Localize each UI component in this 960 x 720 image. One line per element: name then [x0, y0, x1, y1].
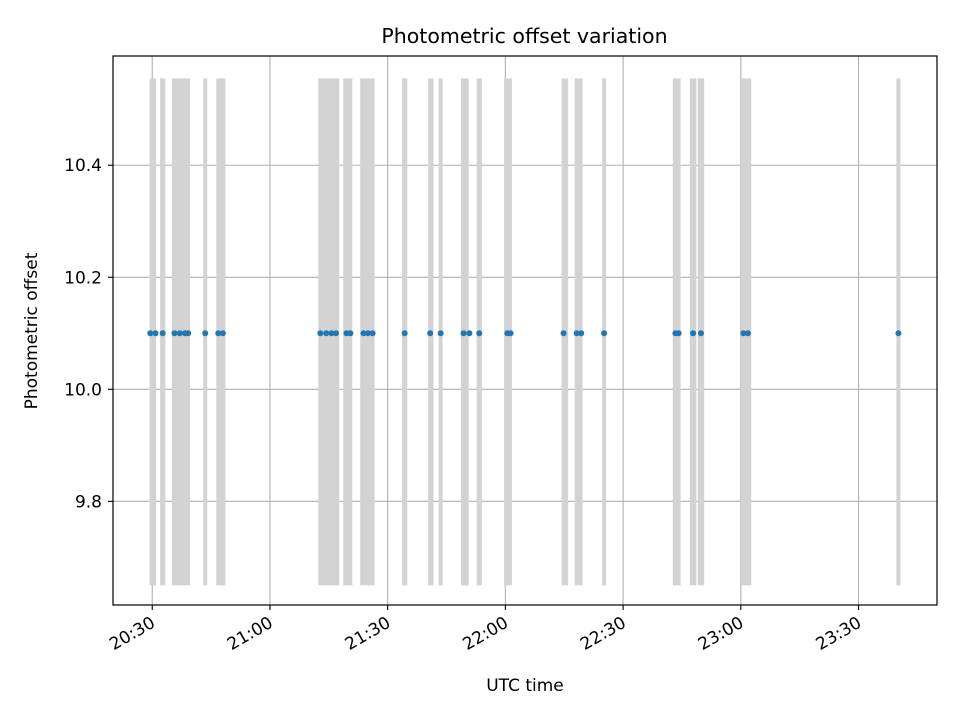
data-point — [560, 330, 567, 337]
y-tick-label: 10.4 — [64, 156, 102, 176]
data-point — [369, 330, 376, 337]
data-point — [147, 330, 154, 337]
data-point — [365, 330, 372, 337]
data-point — [360, 330, 367, 337]
data-point — [697, 330, 704, 337]
x-axis-title: UTC time — [486, 676, 564, 696]
data-point — [601, 330, 608, 337]
y-tick-label: 10.2 — [64, 268, 102, 288]
data-point — [152, 330, 159, 337]
data-point — [507, 330, 514, 337]
data-point — [745, 330, 752, 337]
data-point — [466, 330, 473, 337]
data-point — [895, 330, 902, 337]
data-point — [401, 330, 408, 337]
data-point — [159, 330, 166, 337]
data-point — [690, 330, 697, 337]
axes-frame — [112, 55, 938, 606]
data-point — [323, 330, 330, 337]
data-point — [578, 330, 585, 337]
data-point — [202, 330, 209, 337]
y-tick-label: 10.0 — [64, 380, 102, 400]
data-point — [317, 330, 324, 337]
y-tick-label: 9.8 — [75, 492, 102, 512]
data-point — [185, 330, 192, 337]
data-point — [333, 330, 340, 337]
y-axis-title: Photometric offset — [22, 252, 42, 409]
data-point — [176, 330, 183, 337]
data-point — [347, 330, 354, 337]
chart-title: Photometric offset variation — [381, 24, 667, 48]
data-points — [147, 330, 902, 337]
data-point — [740, 330, 747, 337]
axes-background — [113, 56, 937, 605]
y-axis: 9.8 10.0 10.2 10.4 — [64, 156, 113, 512]
data-point — [219, 330, 226, 337]
data-point — [675, 330, 682, 337]
data-point — [328, 330, 335, 337]
data-point — [573, 330, 580, 337]
data-point — [427, 330, 434, 337]
data-point — [460, 330, 467, 337]
plot-area — [112, 55, 938, 606]
data-point — [437, 330, 444, 337]
data-point — [215, 330, 222, 337]
grid — [113, 56, 937, 605]
data-point — [171, 330, 178, 337]
data-point — [476, 330, 483, 337]
